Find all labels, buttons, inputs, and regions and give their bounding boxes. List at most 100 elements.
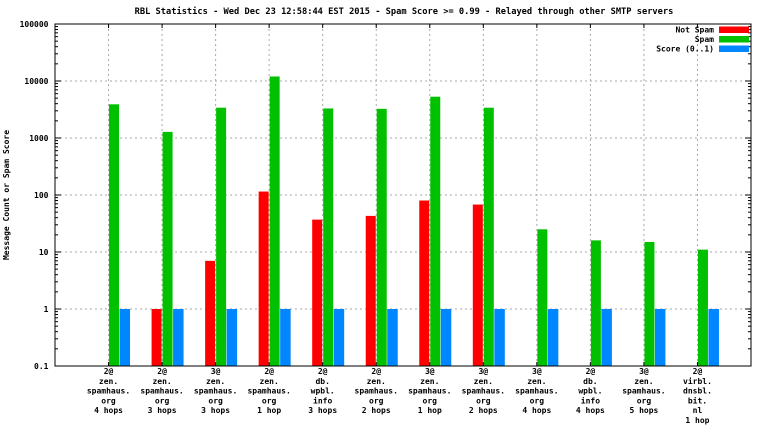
bar-spam-10 [590, 240, 601, 366]
x-tick-label: 2@ [104, 367, 114, 376]
x-tick-label: org [101, 396, 116, 405]
x-tick-label: 3@ [532, 367, 542, 376]
x-tick-label: org [476, 396, 491, 405]
legend-label-not-spam: Not Spam [675, 26, 714, 35]
x-tick-label: wpbl. [311, 387, 335, 396]
y-tick-label: 10 [39, 248, 49, 257]
bar-score-0-1-3 [226, 309, 238, 366]
x-tick-label: nl [693, 406, 703, 415]
x-tick-label: 2@ [318, 367, 328, 376]
bar-score-0-1-10 [601, 309, 612, 366]
bar-spam-8 [483, 107, 494, 367]
x-tick-label: 2@ [693, 367, 703, 376]
x-tick-label: spamhaus. [247, 387, 290, 396]
y-tick-label: 100 [34, 191, 49, 200]
x-tick-label: zen. [527, 377, 546, 386]
bar-score-0-1-6 [387, 309, 398, 366]
x-tick-label: org [530, 396, 545, 405]
bar-score-0-1-4 [280, 309, 291, 366]
bar-not-spam-8 [472, 204, 483, 366]
x-tick-label: zen. [206, 377, 225, 386]
y-tick-label: 0.1 [34, 362, 49, 371]
x-tick-label: 3@ [211, 367, 221, 376]
x-tick-label: 1 hop [257, 406, 281, 415]
bar-spam-3 [216, 107, 227, 367]
x-tick-label: spamhaus. [622, 387, 665, 396]
x-tick-label: 3 hops [148, 406, 177, 415]
x-tick-label: 5 hops [629, 406, 658, 415]
x-tick-label: spamhaus. [515, 387, 558, 396]
x-tick-label: 1 hop [685, 416, 709, 425]
bar-score-0-1-2 [173, 309, 184, 366]
x-tick-label: org [155, 396, 170, 405]
bar-not-spam-7 [419, 200, 430, 366]
bar-not-spam-4 [258, 191, 269, 366]
x-tick-label: zen. [420, 377, 439, 386]
x-tick-label: zen. [152, 377, 171, 386]
bar-score-0-1-11 [654, 309, 666, 366]
bar-score-0-1-1 [119, 309, 131, 366]
x-tick-label: 1 hop [418, 406, 442, 415]
bar-score-0-1-8 [494, 309, 505, 366]
bar-spam-11 [644, 241, 655, 366]
x-tick-label: 4 hops [522, 406, 551, 415]
legend-swatch-not-spam [719, 26, 749, 33]
x-tick-label: 2 hops [362, 406, 391, 415]
bar-not-spam-2 [151, 309, 162, 366]
bar-score-0-1-5 [333, 309, 345, 366]
x-tick-label: 3@ [639, 367, 649, 376]
x-tick-label: db. [583, 377, 597, 386]
y-tick-label: 100000 [20, 20, 49, 29]
x-tick-label: virbl. [683, 376, 712, 386]
x-tick-label: 3@ [478, 367, 488, 376]
legend: Not Spam Spam Score (0..1) [656, 26, 749, 54]
x-tick-label: zen. [99, 377, 118, 386]
x-tick-label: zen. [634, 377, 653, 386]
y-axis-title: Message Count or Spam Score [2, 130, 11, 260]
x-tick-label: org [637, 396, 652, 405]
bar-spam-1 [109, 104, 120, 366]
x-tick-label: 3 hops [308, 406, 337, 415]
bar-not-spam-3 [205, 260, 216, 366]
x-tick-label: dnsbl. [683, 387, 712, 396]
x-tick-label: db. [315, 377, 329, 386]
bar-not-spam-5 [312, 219, 323, 366]
x-tick-label: org [262, 396, 277, 405]
legend-swatch-spam [719, 36, 749, 43]
axis-layer [54, 23, 752, 367]
bar-spam-5 [323, 108, 334, 366]
bar-spam-9 [537, 229, 548, 366]
x-tick-label: wpbl. [578, 387, 602, 396]
x-tick-label: 2@ [264, 367, 274, 376]
x-tick-label: info [313, 395, 332, 405]
bar-spam-2 [162, 131, 173, 366]
x-tick-label: 2 hops [469, 406, 498, 415]
bar-spam-6 [376, 108, 387, 367]
x-tick-label: info [581, 395, 600, 405]
bar-score-0-1-12 [708, 309, 719, 366]
bar-not-spam-6 [365, 215, 376, 366]
x-tick-label: spamhaus. [140, 387, 183, 396]
y-tick-label: 1 [44, 305, 49, 314]
legend-swatch-score [719, 45, 749, 52]
x-tick-label: 2@ [371, 367, 381, 376]
x-tick-label: spamhaus. [462, 387, 505, 396]
x-tick-label: 3@ [425, 367, 435, 376]
x-tick-label: spamhaus. [194, 387, 237, 396]
bar-score-0-1-9 [547, 309, 559, 366]
x-tick-label: 4 hops [94, 406, 123, 415]
x-tick-label: zen. [367, 377, 386, 386]
axis-tick-labels: 1000001000010001001010.12@zen.spamhaus.o… [20, 20, 712, 425]
bar-spam-4 [269, 76, 280, 367]
y-tick-label: 1000 [29, 134, 48, 143]
x-tick-label: 2@ [586, 367, 596, 376]
x-tick-label: spamhaus. [408, 387, 451, 396]
x-tick-label: spamhaus. [87, 387, 130, 396]
bar-spam-12 [697, 249, 708, 366]
x-tick-label: 3 hops [201, 406, 230, 415]
bar-score-0-1-7 [440, 309, 452, 366]
chart-title: RBL Statistics - Wed Dec 23 12:58:44 EST… [135, 6, 674, 17]
bars-layer [109, 76, 719, 367]
